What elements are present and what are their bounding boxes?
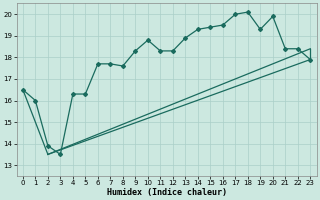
X-axis label: Humidex (Indice chaleur): Humidex (Indice chaleur)	[107, 188, 227, 197]
